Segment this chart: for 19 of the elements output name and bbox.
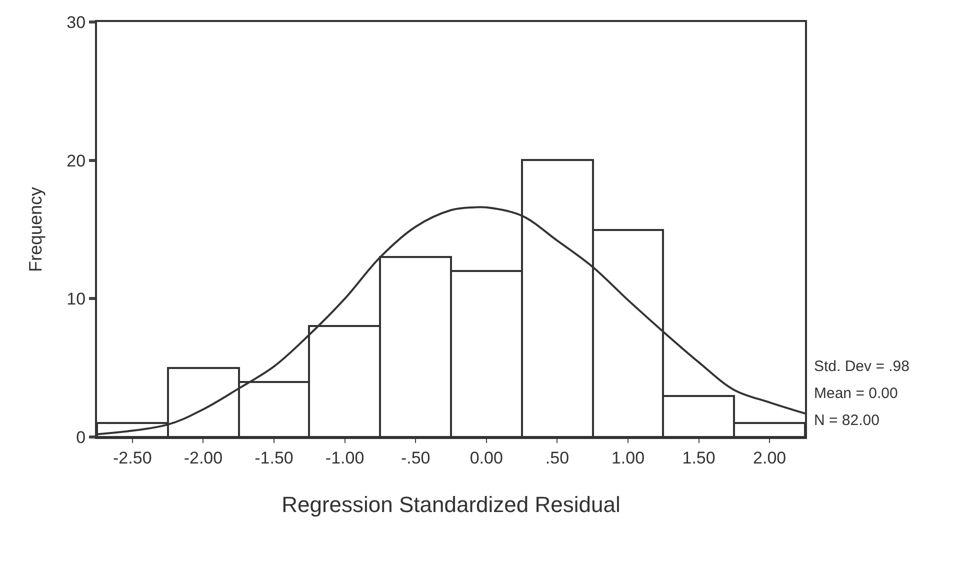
text: Mean = 0.00	[814, 385, 898, 402]
y-tick-label: 30	[66, 12, 86, 32]
x-tick-label: -1.00	[325, 448, 364, 468]
x-tick-label: 1.00	[611, 448, 645, 468]
x-tick-label: 2.00	[753, 448, 786, 468]
x-tick-label: .50	[545, 448, 570, 468]
y-axis-title: Frequency	[25, 186, 46, 272]
x-tick-label: -.50	[400, 448, 430, 468]
x-axis-title: Regression Standardized Residual	[282, 492, 620, 517]
x-tick-label: -1.50	[254, 448, 294, 468]
x-tick-label: 1.50	[682, 448, 716, 468]
x-tick-label: -2.00	[184, 448, 223, 468]
y-tick-label: 0	[76, 428, 86, 447]
x-tick-label: -2.50	[113, 448, 152, 468]
y-tick-label: 10	[66, 290, 86, 309]
x-tick-label: 0.00	[470, 448, 503, 468]
text: N = 82.00	[814, 412, 880, 429]
y-tick-label: 20	[66, 151, 86, 170]
text: Std. Dev = .98	[814, 358, 910, 375]
